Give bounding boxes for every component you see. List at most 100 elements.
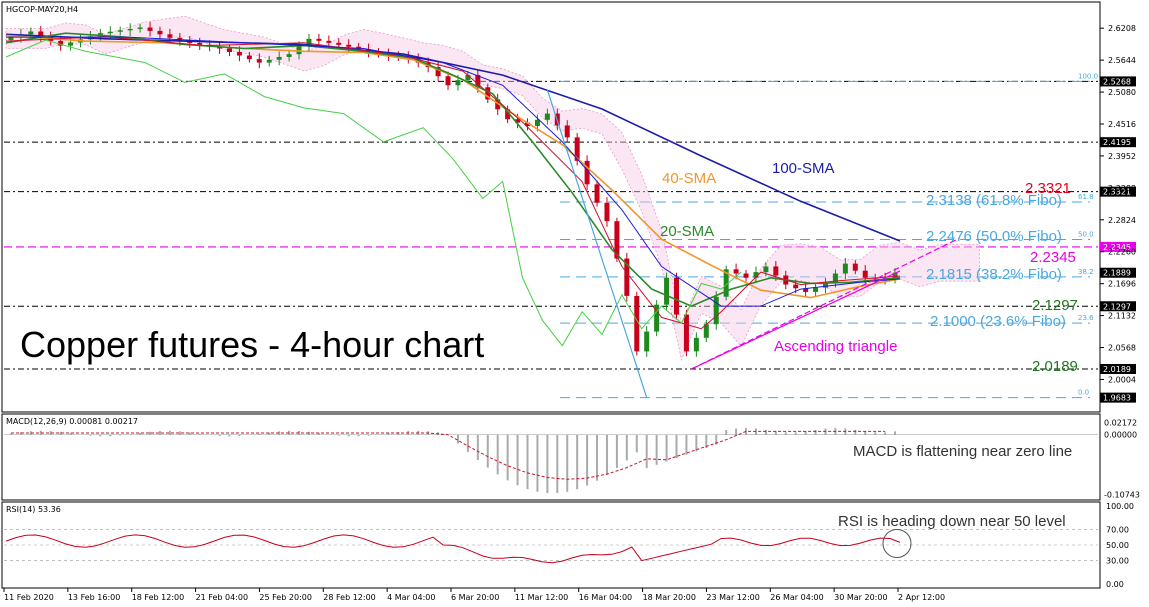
candle-body: [664, 277, 670, 305]
candle-body: [336, 42, 342, 45]
price-tag-label: 2.2345: [1103, 243, 1131, 252]
candle-body: [256, 59, 262, 63]
price-tag-label: 1.9683: [1103, 394, 1131, 403]
price-tag-label: 2.1889: [1103, 269, 1131, 278]
rsi-note: RSI is heading down near 50 level: [838, 513, 1066, 530]
kijun-line: [6, 36, 901, 307]
candle-body: [852, 263, 858, 271]
macd-tick-label: -0.10743: [1104, 491, 1140, 500]
candle-body: [346, 44, 352, 47]
candle-body: [197, 42, 203, 45]
level-2-2345-label: 2.2345: [1030, 249, 1076, 266]
candle-body: [624, 258, 630, 296]
chart-title: Copper futures - 4-hour chart: [20, 324, 484, 365]
x-tick-label: 13 Feb 16:00: [68, 593, 120, 602]
rsi-tick-label: 100.00: [1106, 502, 1134, 511]
price-tag-box: [1100, 392, 1136, 403]
rsi-tick-label: 30.00: [1106, 557, 1129, 566]
candle-body: [485, 87, 491, 100]
candle-body: [525, 122, 530, 127]
fib50-label: 2.2476 (50.0% Fibo): [926, 228, 1062, 245]
fib382-label: 2.1815 (38.2% Fibo): [926, 266, 1062, 283]
symbol-header: HGCOP-MAY20,H4: [6, 5, 78, 14]
candle-body: [713, 296, 719, 325]
candle-body: [326, 40, 332, 43]
candle-body: [68, 42, 74, 46]
price-tag-label: 2.5268: [1103, 77, 1131, 86]
candle-body: [743, 273, 749, 278]
fib236-label: 2.1000 (23.6% Fibo): [930, 313, 1066, 330]
macd-tick-label: 0.02172: [1104, 419, 1137, 428]
fibo-level-tag: 50.0: [1078, 230, 1094, 238]
downtrend-line: [546, 89, 648, 398]
x-tick-label: 4 Mar 04:00: [387, 593, 435, 602]
candle-body: [654, 304, 660, 332]
candle-body: [117, 30, 123, 32]
price-tag-box: [1100, 363, 1136, 374]
candle-body: [286, 54, 292, 57]
candle-body: [515, 119, 521, 123]
fib618-label: 2.3138 (61.8% Fibo): [926, 192, 1062, 209]
x-tick-label: 2 Apr 12:00: [898, 593, 945, 602]
lagging-span: [5, 39, 742, 347]
triangle-lower-line: [691, 237, 960, 370]
x-tick-label: 21 Feb 04:00: [196, 593, 248, 602]
candle-body: [28, 31, 34, 35]
x-tick-label: 25 Feb 20:00: [259, 593, 311, 602]
candle-body: [495, 99, 501, 110]
price-tag-label: 2.4195: [1103, 138, 1131, 147]
macd-tick-label: 0.00000: [1104, 431, 1137, 440]
price-tick-label: 2.4516: [1108, 120, 1136, 129]
price-tick-label: 2.5080: [1108, 88, 1136, 97]
candle-body: [604, 202, 610, 222]
candle-body: [266, 59, 272, 63]
fibo-level-tag: 61.8: [1078, 193, 1094, 201]
candle-body: [167, 34, 173, 38]
candle-body: [107, 31, 113, 34]
price-tick-label: 2.3388: [1108, 184, 1136, 193]
candle-body: [614, 221, 620, 259]
price-tick-label: 2.6208: [1108, 24, 1136, 33]
price-tick-label: 2.5644: [1108, 56, 1136, 65]
candle-body: [127, 28, 133, 31]
candle-body: [564, 125, 570, 138]
price-tick-label: 2.1696: [1108, 280, 1136, 289]
candle-body: [674, 277, 679, 315]
candle-body: [505, 109, 511, 120]
candle-body: [703, 324, 709, 338]
macd-panel: [1, 413, 1101, 501]
candle-body: [534, 119, 540, 127]
candle-body: [455, 80, 461, 86]
price-tag-label: 2.3321: [1103, 188, 1131, 197]
x-tick-label: 11 Feb 2020: [4, 593, 54, 602]
rsi-tick-label: 0.00: [1106, 580, 1124, 589]
price-tag-box: [1100, 241, 1136, 252]
triangle-label: Ascending triangle: [774, 338, 897, 355]
price-tick-label: 2.2260: [1108, 248, 1136, 257]
price-tag-label: 2.1297: [1103, 302, 1131, 311]
candle-body: [644, 331, 650, 352]
candle-body: [634, 295, 640, 352]
candle-body: [763, 266, 769, 273]
price-tag-box: [1100, 186, 1136, 197]
candle-body: [435, 67, 441, 77]
candle-body: [147, 27, 153, 31]
level-2-3321-label: 2.3321: [1025, 180, 1071, 197]
candle-body: [753, 272, 759, 278]
candle-body: [465, 75, 471, 81]
candle-body: [842, 263, 848, 274]
sma40-label: 40-SMA: [662, 170, 716, 187]
price-tag-label: 2.0189: [1103, 365, 1131, 374]
fibo-level-tag: 100.0: [1078, 72, 1098, 80]
candle-body: [246, 55, 252, 60]
x-tick-label: 26 Mar 04:00: [770, 593, 823, 602]
price-tick-label: 2.0004: [1108, 375, 1136, 384]
candle-body: [803, 288, 809, 292]
price-tag-box: [1100, 267, 1136, 278]
price-tick-label: 2.0568: [1108, 344, 1136, 353]
x-tick-label: 30 Mar 20:00: [834, 593, 887, 602]
x-tick-label: 28 Feb 12:00: [323, 593, 375, 602]
price-tag-box: [1100, 301, 1136, 312]
x-tick-label: 16 Mar 04:00: [579, 593, 632, 602]
candle-body: [544, 113, 550, 120]
